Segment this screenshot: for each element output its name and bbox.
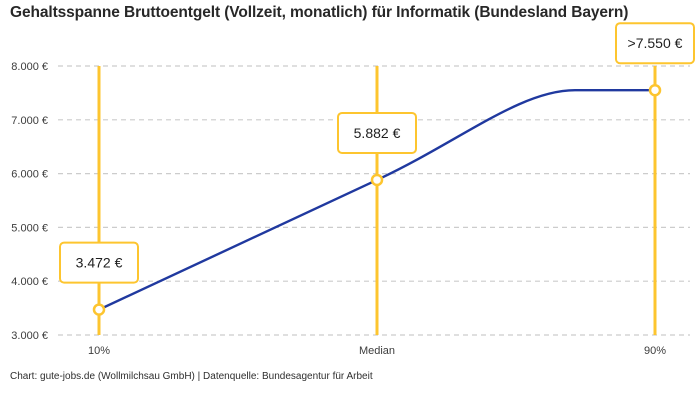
value-label: 3.472 € [76, 255, 123, 271]
y-tick-label: 5.000 € [11, 222, 48, 234]
value-label-box [337, 111, 417, 154]
page-title: Gehaltsspanne Bruttoentgelt (Vollzeit, m… [10, 4, 629, 21]
data-point-marker [370, 173, 384, 187]
y-tick-label: 7.000 € [11, 115, 48, 127]
data-point-marker [92, 303, 106, 316]
x-axis-label: Median [359, 345, 395, 357]
value-label-box [615, 22, 695, 65]
source-attribution: Chart: gute-jobs.de (Wollmilchsau GmbH) … [10, 371, 373, 382]
value-label: 5.882 € [354, 125, 401, 141]
y-tick-label: 6.000 € [11, 169, 48, 181]
x-axis-label: 90% [644, 345, 666, 357]
y-tick-label: 4.000 € [11, 276, 48, 288]
x-axis-label: 10% [88, 345, 110, 357]
value-label: >7.550 € [628, 35, 683, 51]
data-point-marker [648, 83, 662, 97]
y-tick-label: 3.000 € [11, 330, 48, 342]
value-label-box [59, 241, 139, 284]
y-tick-label: 8.000 € [11, 61, 48, 73]
salary-curve [97, 89, 657, 311]
